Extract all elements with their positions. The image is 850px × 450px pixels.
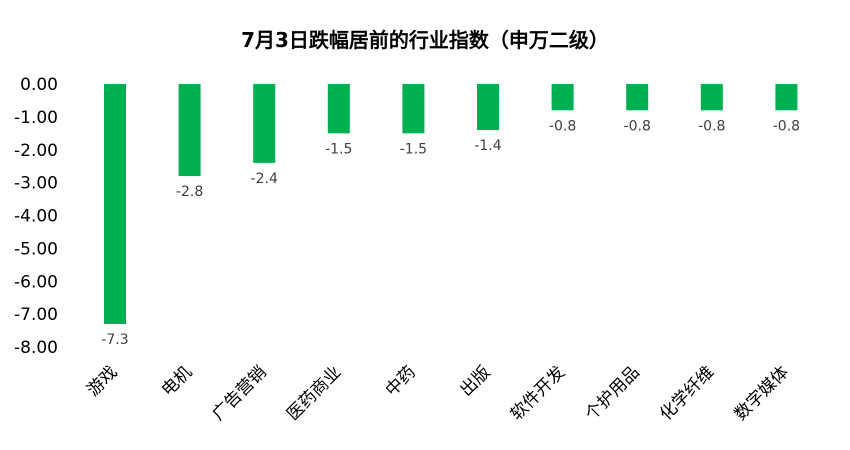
y-tick-label: -2.00 xyxy=(14,141,58,161)
data-label: -1.5 xyxy=(325,141,352,157)
data-label: -7.3 xyxy=(101,332,128,348)
y-tick-label: -1.00 xyxy=(14,108,58,128)
y-tick-label: -3.00 xyxy=(14,174,58,194)
x-tick-label: 出版 xyxy=(456,362,494,400)
bar xyxy=(477,84,499,131)
chart-title: 7月3日跌幅居前的行业指数（申万二级） xyxy=(241,28,609,52)
y-tick-label: -8.00 xyxy=(14,338,58,358)
bar xyxy=(104,84,126,324)
x-tick-label: 化学纤维 xyxy=(656,362,718,424)
x-tick-label: 软件开发 xyxy=(507,362,569,424)
data-labels: -7.3 -2.8 -2.4 -1.5 -1.5 -1.4 -0.8 -0.8 -0.8 -0.8 xyxy=(101,118,800,348)
data-label: -0.8 xyxy=(549,118,576,134)
bar xyxy=(551,84,574,111)
x-tick-label: 个护用品 xyxy=(582,362,644,424)
bar xyxy=(178,84,201,177)
data-label: -1.5 xyxy=(400,141,427,157)
y-tick-label: -7.00 xyxy=(14,305,58,325)
x-tick-label: 广告营销 xyxy=(209,362,271,424)
y-tick-label: -6.00 xyxy=(14,272,58,292)
bar xyxy=(626,84,649,111)
bar xyxy=(253,84,276,163)
x-axis: 游戏 电机 广告营销 医药商业 中药 出版 软件开发 个护用品 化学纤维 数字媒体 xyxy=(83,362,793,424)
x-tick-label: 电机 xyxy=(158,362,196,400)
data-label: -0.8 xyxy=(698,118,725,134)
bar xyxy=(700,84,723,111)
y-tick-label: -5.00 xyxy=(14,239,58,259)
data-label: -0.8 xyxy=(773,118,800,134)
data-label: -2.8 xyxy=(176,184,203,200)
data-label: -1.4 xyxy=(474,138,501,154)
x-tick-label: 医药商业 xyxy=(283,362,345,424)
bars xyxy=(104,84,798,324)
bar xyxy=(402,84,425,134)
y-tick-label: -4.00 xyxy=(14,207,58,227)
x-tick-label: 游戏 xyxy=(83,362,121,400)
y-axis: 0.00 -1.00 -2.00 -3.00 -4.00 -5.00 -6.00 -7.00 -… xyxy=(14,75,58,358)
data-label: -2.4 xyxy=(251,171,278,187)
x-tick-label: 数字媒体 xyxy=(731,362,793,424)
x-tick-label: 中药 xyxy=(382,362,420,400)
y-tick-label: 0.00 xyxy=(20,75,58,95)
bar xyxy=(775,84,798,111)
bar xyxy=(327,84,350,134)
data-label: -0.8 xyxy=(624,118,651,134)
